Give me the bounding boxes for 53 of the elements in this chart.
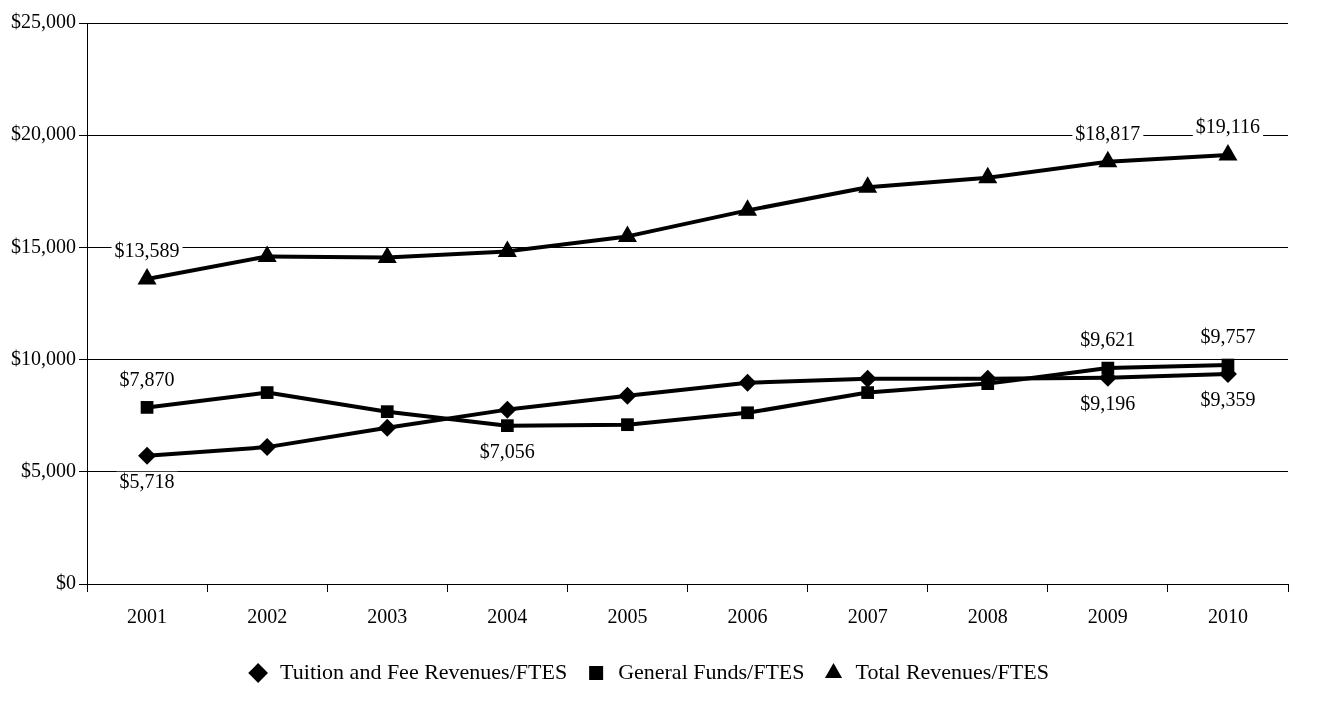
point bbox=[1218, 144, 1238, 161]
legend-label: General Funds/FTES bbox=[618, 658, 805, 684]
point bbox=[377, 246, 397, 263]
point bbox=[140, 401, 154, 414]
data-label: $18,817 bbox=[1075, 122, 1141, 144]
data-label: $7,870 bbox=[119, 367, 175, 390]
point bbox=[378, 418, 397, 437]
legend-label: Total Revenues/FTES bbox=[855, 658, 1049, 684]
data-label: $19,116 bbox=[1195, 115, 1261, 138]
data-label: $5,718 bbox=[119, 469, 175, 492]
x-tick-label: 2002 bbox=[247, 605, 288, 628]
point bbox=[500, 419, 514, 433]
legend-label: Tuition and Fee Revenues/FTES bbox=[280, 658, 568, 684]
x-tick-label: 2006 bbox=[727, 605, 768, 628]
point bbox=[497, 240, 517, 257]
data-label: $9,196 bbox=[1080, 391, 1136, 414]
data-label: $9,757 bbox=[1200, 325, 1256, 348]
point bbox=[257, 245, 277, 262]
x-tick-label: 2007 bbox=[847, 605, 888, 628]
x-tick-label: 2005 bbox=[607, 605, 648, 628]
point bbox=[858, 176, 878, 193]
point bbox=[618, 386, 637, 405]
point bbox=[738, 373, 757, 392]
data-label: $9,621 bbox=[1080, 328, 1136, 351]
y-tick-label: $5,000 bbox=[21, 459, 76, 482]
point bbox=[858, 369, 877, 388]
point bbox=[380, 405, 394, 419]
point bbox=[137, 268, 157, 285]
y-tick-label: $10,000 bbox=[11, 346, 76, 369]
point bbox=[738, 199, 758, 216]
y-tick-label: $15,000 bbox=[11, 234, 76, 257]
y-tick-label: $25,000 bbox=[11, 10, 76, 33]
data-label: $13,589 bbox=[114, 239, 180, 262]
point bbox=[978, 166, 998, 184]
y-tick-label: $0 bbox=[56, 571, 76, 594]
x-tick-label: 2001 bbox=[127, 605, 168, 628]
point bbox=[617, 225, 637, 242]
point bbox=[260, 386, 274, 399]
x-tick-label: 2003 bbox=[367, 605, 408, 628]
point bbox=[138, 446, 157, 465]
point bbox=[861, 386, 875, 399]
data-label: $9,359 bbox=[1200, 388, 1256, 411]
x-tick-label: 2010 bbox=[1207, 605, 1248, 628]
x-tick-label: 2008 bbox=[967, 605, 1008, 628]
point bbox=[1098, 150, 1118, 168]
x-tick-label: 2004 bbox=[487, 605, 528, 628]
x-tick-label: 2009 bbox=[1087, 605, 1128, 628]
y-tick-label: $20,000 bbox=[11, 122, 76, 145]
point bbox=[741, 406, 754, 420]
point bbox=[258, 438, 277, 457]
point bbox=[621, 418, 634, 432]
point bbox=[498, 400, 517, 419]
data-label: $7,056 bbox=[479, 439, 535, 462]
